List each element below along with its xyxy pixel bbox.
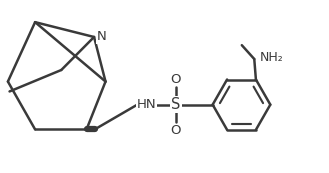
Text: O: O	[171, 124, 181, 137]
Text: N: N	[97, 30, 107, 43]
Text: NH₂: NH₂	[260, 51, 284, 64]
Text: HN: HN	[137, 98, 156, 111]
Text: O: O	[171, 72, 181, 85]
Text: S: S	[171, 97, 181, 112]
